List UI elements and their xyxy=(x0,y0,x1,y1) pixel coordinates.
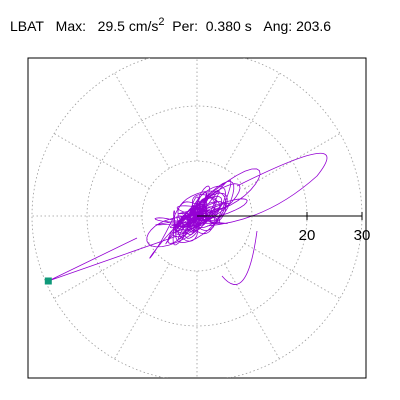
grid-spoke xyxy=(114,263,170,360)
radial-axis: 20 30 xyxy=(197,212,370,244)
ang-value: 203.6 xyxy=(296,18,332,34)
per-label: Per: xyxy=(172,18,198,34)
per-value: 0.380 xyxy=(205,18,241,34)
max-unit: cm/s xyxy=(128,18,159,34)
grid-spoke xyxy=(244,243,341,299)
chart-header: LBAT Max: 29.5 cm/s2 Per: 0.380 s Ang: 2… xyxy=(10,16,332,34)
ang-label: Ang: xyxy=(263,18,293,34)
plot-frame xyxy=(27,57,367,379)
grid-spoke xyxy=(53,133,150,189)
radial-tick-label: 30 xyxy=(354,227,371,244)
grid-spoke xyxy=(224,72,280,169)
max-label: Max: xyxy=(55,18,86,34)
trace-line xyxy=(48,152,328,285)
motion-trace xyxy=(48,152,328,285)
max-value: 29.5 xyxy=(97,18,125,34)
grid-spoke xyxy=(224,263,280,360)
per-unit: s xyxy=(244,18,252,34)
station-code: LBAT xyxy=(10,18,44,34)
peak-marker-layer xyxy=(44,277,52,285)
radial-tick-label: 20 xyxy=(299,227,316,244)
peak-marker xyxy=(44,277,52,285)
